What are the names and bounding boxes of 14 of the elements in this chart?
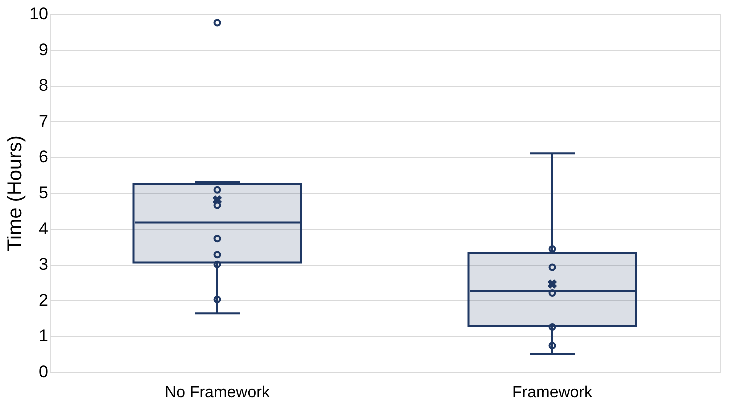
y-tick-label: 1 (39, 326, 48, 346)
y-tick-label: 6 (39, 148, 48, 167)
y-tick-label: 9 (39, 40, 48, 60)
x-tick-label: Framework (512, 384, 594, 402)
y-tick-label: 0 (39, 362, 48, 382)
y-tick-label: 2 (39, 290, 48, 310)
y-tick-label: 5 (39, 184, 48, 202)
y-axis-title: Time (Hours) (4, 136, 27, 252)
y-tick-label: 8 (39, 76, 48, 96)
y-tick-label: 7 (39, 112, 48, 131)
y-tick-label: 4 (39, 219, 48, 238)
y-tick-label: 3 (39, 255, 48, 274)
x-tick-label: No Framework (165, 384, 271, 402)
y-tick-label: 10 (30, 4, 48, 24)
